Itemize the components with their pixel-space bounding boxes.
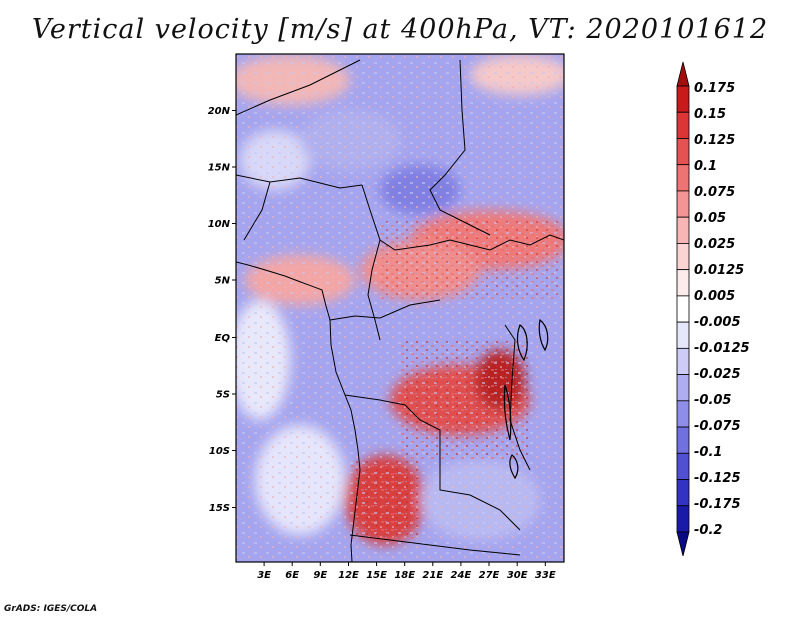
colorbar-label: 0.125 <box>694 133 735 148</box>
colorbar-label: 0.075 <box>694 185 735 200</box>
colorbar-segment <box>676 216 690 244</box>
colorbar-segment <box>676 400 690 428</box>
lat-tick-label: 10S <box>209 446 230 457</box>
colorbar-top-arrow <box>676 61 690 87</box>
lon-axis: 3E 6E 9E 12E 15E 18E 21E 24E 27E 30E 33E <box>257 570 556 581</box>
lon-tick-label: 9E <box>313 570 327 581</box>
colorbar-segment <box>676 164 690 192</box>
colorbar-label: 0.005 <box>694 289 735 304</box>
colorbar-label: -0.075 <box>694 419 741 434</box>
credit-text: GrADS: IGES/COLA <box>4 604 98 614</box>
lon-tick-label: 15E <box>366 570 387 581</box>
lon-tick-label: 12E <box>338 570 359 581</box>
lon-tick-label: 3E <box>257 570 271 581</box>
lon-tick-label: 24E <box>451 570 472 581</box>
colorbar-segment <box>676 269 690 297</box>
colorbar-segment <box>676 426 690 454</box>
colorbar-segment <box>676 374 690 402</box>
colorbar-label: 0.025 <box>694 237 735 252</box>
colorbar-label: -0.0125 <box>694 341 750 356</box>
lat-axis: 20N 15N 10N 5N EQ 5S 10S 15S <box>208 106 231 514</box>
lat-tick-label: 10N <box>208 219 231 230</box>
colorbar-segment <box>676 138 690 166</box>
colorbar-segment <box>676 190 690 218</box>
colorbar-label: -0.2 <box>694 523 722 538</box>
colorbar-segment <box>676 111 690 139</box>
colorbar-label: -0.175 <box>694 497 741 512</box>
colorbar-segment <box>676 321 690 349</box>
lon-tick-label: 27E <box>479 570 500 581</box>
colorbar <box>676 61 690 557</box>
chart-title: Vertical velocity [m/s] at 400hPa, VT: 2… <box>31 14 769 45</box>
colorbar-label: 0.05 <box>694 211 726 226</box>
colorbar-segment <box>676 85 690 113</box>
lat-ticks <box>232 110 236 508</box>
lat-tick-label: 15S <box>209 503 230 514</box>
colorbar-segment <box>676 243 690 271</box>
colorbar-segment <box>676 295 690 323</box>
colorbar-segment <box>676 347 690 375</box>
colorbar-label: -0.005 <box>694 315 741 330</box>
colorbar-segment <box>676 452 690 480</box>
lon-tick-label: 30E <box>507 570 528 581</box>
lat-tick-label: 5S <box>216 390 230 401</box>
lat-tick-label: 5N <box>215 276 231 287</box>
lon-ticks <box>263 562 546 566</box>
colorbar-segment <box>676 479 690 507</box>
colorbar-label: 0.1 <box>694 159 717 174</box>
lon-tick-label: 21E <box>422 570 443 581</box>
colorbar-label: -0.125 <box>694 471 741 486</box>
colorbar-label: -0.025 <box>694 367 741 382</box>
map-frame <box>235 53 565 563</box>
colorbar-label: -0.05 <box>694 393 731 408</box>
colorbar-labels: 0.175 0.15 0.125 0.1 0.075 0.05 0.025 0.… <box>694 81 750 538</box>
lon-tick-label: 18E <box>394 570 415 581</box>
lon-tick-label: 6E <box>285 570 299 581</box>
lat-tick-label: EQ <box>215 333 231 344</box>
colorbar-label: -0.1 <box>694 445 722 460</box>
colorbar-bottom-arrow <box>676 531 690 557</box>
colorbar-label: 0.15 <box>694 107 726 122</box>
lon-tick-label: 33E <box>535 570 556 581</box>
lat-tick-label: 20N <box>208 106 231 117</box>
velocity-field <box>236 54 564 562</box>
colorbar-segment <box>676 505 690 533</box>
lat-tick-label: 15N <box>208 163 231 174</box>
colorbar-label: 0.0125 <box>694 263 744 278</box>
colorbar-label: 0.175 <box>694 81 735 96</box>
